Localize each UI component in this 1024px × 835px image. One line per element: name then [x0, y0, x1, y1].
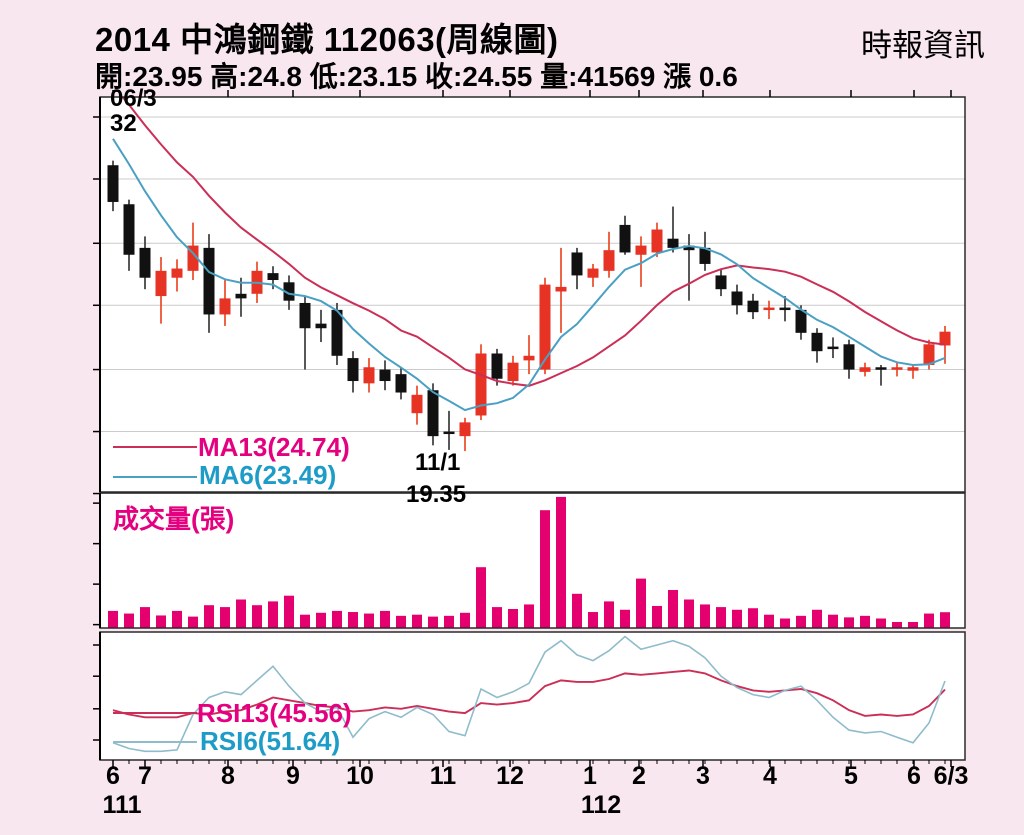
x-axis-month-label: 4: [763, 762, 777, 790]
x-axis-year-label: 112: [580, 791, 622, 819]
ma13-legend-line: [113, 446, 197, 448]
ma13-legend-label: MA13(24.74): [198, 432, 350, 462]
x-axis-month-label: 8: [221, 762, 235, 790]
x-axis-month-label: 3: [696, 762, 710, 790]
x-axis-month-label: 12: [496, 762, 524, 790]
rsi13-legend-line: [113, 712, 197, 714]
rsi6-legend-line: [113, 741, 197, 743]
ma6-legend-label: MA6(23.49): [199, 460, 337, 490]
x-axis-month-label: 10: [346, 762, 374, 790]
x-axis-month-label: 1: [583, 762, 597, 790]
rsi6-legend-label: RSI6(51.64): [200, 726, 341, 756]
x-axis-month-label: 6: [907, 762, 921, 790]
data-source-label: 時報資訊: [861, 28, 985, 63]
x-axis-year-label: 111: [102, 791, 142, 819]
x-axis-month-label: 7: [138, 762, 152, 790]
x-axis-month-label: 11: [429, 762, 457, 790]
rsi13-legend-label: RSI13(45.56): [197, 698, 352, 728]
high-annotation-date: 06/3: [110, 85, 157, 112]
x-axis-month-label: 6/3: [933, 762, 969, 790]
low-annotation-value: 19.35: [406, 481, 467, 508]
x-axis-month-label: 5: [844, 762, 858, 790]
x-axis-month-label: 2: [632, 762, 646, 790]
x-axis-month-label: 6: [106, 762, 120, 790]
ma6-legend-line: [113, 476, 197, 478]
page-title: 2014 中鴻鋼鐵 112063(周線圖): [95, 21, 559, 58]
volume-panel-title: 成交量(張): [113, 504, 235, 534]
ohlc-info-line: 開:23.95 高:24.8 低:23.15 收:24.55 量:41569 漲…: [95, 61, 738, 92]
high-annotation-value: 32: [110, 110, 137, 137]
low-annotation-date: 11/1: [415, 449, 461, 476]
x-axis-month-label: 9: [286, 762, 300, 790]
